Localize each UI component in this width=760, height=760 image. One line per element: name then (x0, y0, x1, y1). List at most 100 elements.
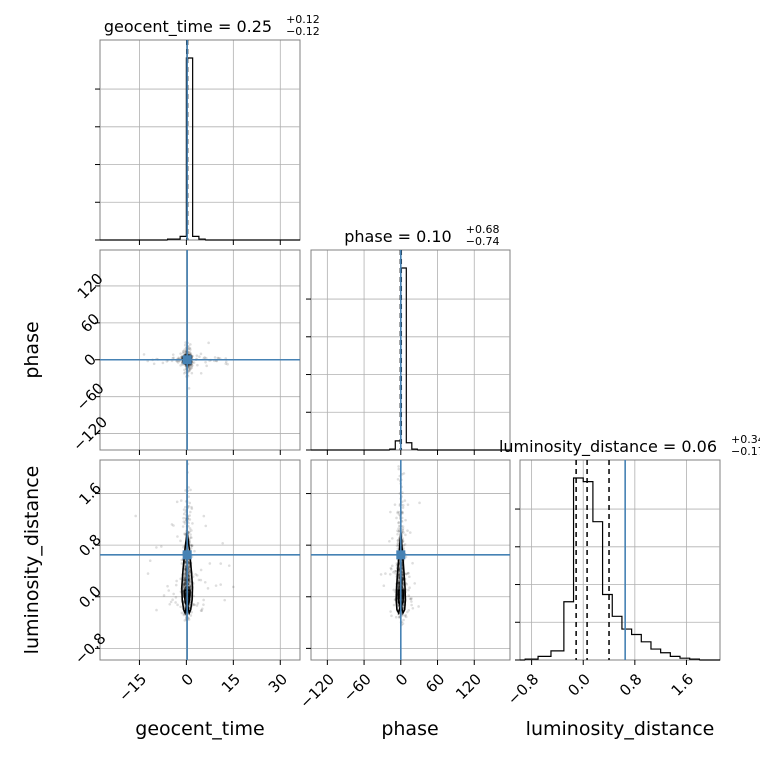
sample-point (183, 371, 186, 375)
sample-point (182, 579, 186, 583)
sample-point (413, 582, 417, 585)
sample-point (184, 561, 187, 564)
sample-point (397, 582, 401, 585)
sample-point (418, 501, 421, 505)
sample-point (187, 368, 191, 371)
truth-marker (396, 550, 406, 560)
sample-point (183, 343, 187, 347)
sample-point (227, 564, 231, 567)
sample-point (183, 582, 187, 585)
title-equals: = (658, 437, 682, 456)
sample-point (179, 539, 182, 543)
sample-point (184, 371, 187, 374)
sample-point (404, 572, 408, 576)
sample-point (390, 614, 393, 618)
y-axis-label-luminosity_distance: luminosity_distance (21, 466, 43, 655)
sample-point (184, 489, 187, 492)
sample-point (403, 543, 407, 546)
sample-point (188, 530, 191, 533)
sample-point (183, 576, 187, 579)
sample-point (397, 530, 400, 533)
sample-point (408, 586, 411, 590)
sample-point (184, 578, 187, 582)
sample-point (199, 372, 203, 375)
sample-point (401, 577, 404, 581)
sample-point (181, 351, 185, 355)
histogram-luminosity_distance (524, 477, 700, 660)
sample-point (188, 364, 192, 368)
sample-point (404, 518, 407, 522)
sample-point (180, 558, 184, 562)
sample-point (188, 350, 192, 354)
sample-point (397, 521, 401, 524)
panel-2-0 (95, 459, 301, 665)
sample-point (401, 578, 405, 582)
sample-point (191, 354, 194, 358)
sample-point (400, 581, 404, 585)
sample-point (189, 365, 193, 368)
sample-point (183, 562, 187, 566)
sample-point (162, 594, 166, 597)
sample-point (188, 573, 192, 577)
sample-point (408, 575, 411, 579)
sample-point (406, 503, 410, 506)
x-tick-label: 30 (265, 670, 291, 696)
sample-point (411, 561, 414, 565)
sample-point (187, 347, 191, 350)
sample-point (187, 579, 191, 583)
panel-title-phase: phase = 0.10 (344, 227, 451, 246)
sample-point (183, 583, 187, 587)
sample-point (187, 350, 190, 354)
sample-point (196, 602, 200, 605)
sample-point (213, 356, 217, 359)
sample-point (182, 512, 186, 516)
sample-point (189, 583, 192, 586)
sample-point (188, 584, 192, 588)
sample-point (401, 491, 404, 494)
sample-point (396, 477, 400, 481)
sample-point (203, 580, 207, 584)
sample-point (172, 524, 175, 527)
sample-point (155, 608, 158, 612)
sample-point (397, 513, 401, 516)
sample-point (187, 575, 191, 579)
sample-point (384, 572, 387, 575)
sample-point (184, 583, 187, 587)
sample-point (189, 348, 192, 351)
sample-point (189, 546, 193, 550)
sample-point (190, 507, 194, 510)
sample-point (179, 364, 182, 367)
panel-title-geocent_time: geocent_time = 0.25 (104, 17, 272, 37)
sample-point (183, 572, 186, 576)
sample-point (199, 578, 203, 582)
sample-point (188, 527, 192, 530)
sample-point (401, 576, 404, 580)
sample-point (176, 603, 179, 607)
sample-point (191, 522, 194, 525)
sample-point (401, 528, 405, 532)
sample-point (397, 524, 401, 528)
sample-point (402, 547, 405, 550)
sample-point (188, 578, 191, 581)
sample-point (183, 532, 186, 536)
sample-point (388, 539, 391, 543)
sample-point (397, 465, 400, 468)
sample-point (180, 355, 183, 359)
sample-point (391, 537, 394, 540)
sample-point (171, 353, 175, 356)
sample-point (401, 577, 404, 581)
panel-frame (99, 459, 301, 661)
sample-point (188, 518, 192, 521)
x-tick-label: −120 (296, 670, 338, 712)
sample-point (187, 561, 191, 564)
sample-point (410, 600, 413, 603)
sample-point (188, 580, 192, 584)
sample-point (189, 614, 193, 617)
truth-marker (182, 355, 192, 365)
sample-point (187, 569, 191, 572)
sample-point (401, 510, 404, 514)
sample-point (148, 559, 152, 563)
sample-point (406, 529, 409, 532)
sample-point (171, 598, 174, 602)
sample-point (390, 567, 393, 571)
